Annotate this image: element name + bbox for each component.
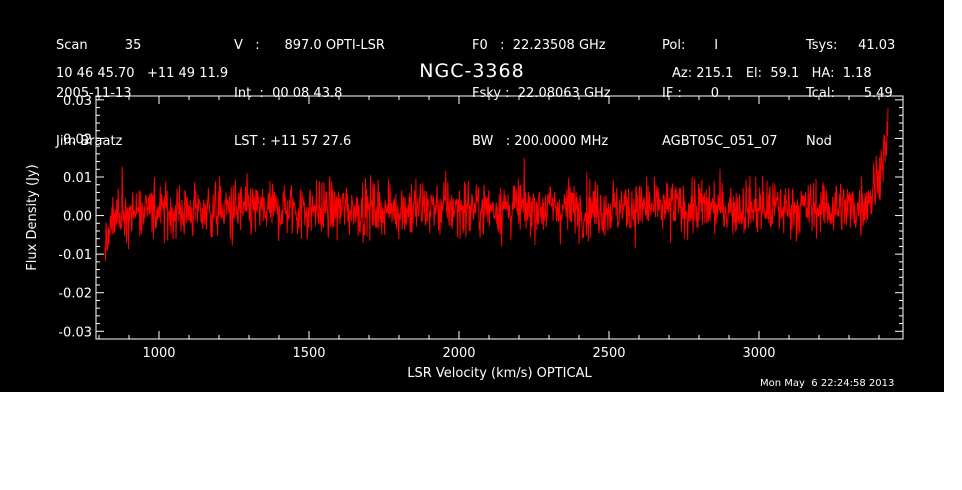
- header-col-tsys: Tsys: 41.03 Tcal: 5.49 Nod: [806, 6, 895, 166]
- procedure-label: Nod: [806, 134, 832, 149]
- tsys-label: Tsys: 41.03: [806, 38, 896, 53]
- bandwidth-label: BW : 200.0000 MHz: [472, 134, 609, 149]
- az-el-ha-label: Az: 215.1 El: 59.1 HA: 1.18: [672, 66, 872, 81]
- observer-label: Jim Braatz: [56, 134, 123, 149]
- velocity-label: V : 897.0 OPTI-LSR: [234, 38, 385, 53]
- chart-title: NGC-3368: [419, 60, 525, 82]
- header-col-frequency: F0 : 22.23508 GHz Fsky : 22.08063 GHz BW…: [472, 6, 611, 166]
- lst-label: LST : +11 57 27.6: [234, 134, 352, 149]
- x-tick-label: 2500: [592, 346, 625, 361]
- y-tick-label: -0.02: [58, 287, 92, 302]
- date-label: 2005-11-13: [56, 86, 132, 101]
- header-col-scan: Scan 35 2005-11-13 Jim Braatz: [56, 6, 141, 166]
- integration-label: Int : 00 08 43.8: [234, 86, 343, 101]
- timestamp-label: Mon May 6 22:24:58 2013: [760, 378, 895, 389]
- project-label: AGBT05C_051_07: [662, 134, 778, 149]
- y-tick-label: 0.03: [63, 94, 92, 109]
- fsky-label: Fsky : 22.08063 GHz: [472, 86, 611, 101]
- y-tick-label: 0.02: [63, 132, 92, 147]
- spectrum-chart: 1000 1500 2000 2500 3000 -0.03 -0.02 -0.01 0.00 0…: [25, 94, 904, 381]
- tcal-label: Tcal: 5.49: [806, 86, 893, 101]
- x-tick-label: 3000: [742, 346, 775, 361]
- y-tick-label: 0.01: [63, 171, 92, 186]
- coordinates-label: 10 46 45.70 +11 49 11.9: [56, 66, 229, 81]
- x-tick-label: 2000: [442, 346, 475, 361]
- plot-frame: [95, 95, 904, 340]
- y-tick-label: -0.01: [58, 248, 92, 263]
- if-label: IF : 0: [662, 86, 720, 101]
- scan-label: Scan 35: [56, 38, 142, 53]
- x-tick-label: 1500: [292, 346, 325, 361]
- x-tick-label: 1000: [142, 346, 175, 361]
- y-tick-label: -0.03: [58, 325, 92, 340]
- y-tick-label: 0.00: [63, 210, 92, 225]
- f0-label: F0 : 22.23508 GHz: [472, 38, 606, 53]
- spectrum-series-line: [104, 107, 889, 262]
- pol-label: Pol: I: [662, 38, 719, 53]
- x-axis-label: LSR Velocity (km/s) OPTICAL: [407, 366, 592, 381]
- y-axis-label: Flux Density (Jy): [25, 164, 40, 270]
- header-col-velocity: V : 897.0 OPTI-LSR Int : 00 08 43.8 LST …: [234, 6, 385, 166]
- header-col-pol: Pol: I IF : 0 AGBT05C_051_07: [662, 6, 778, 166]
